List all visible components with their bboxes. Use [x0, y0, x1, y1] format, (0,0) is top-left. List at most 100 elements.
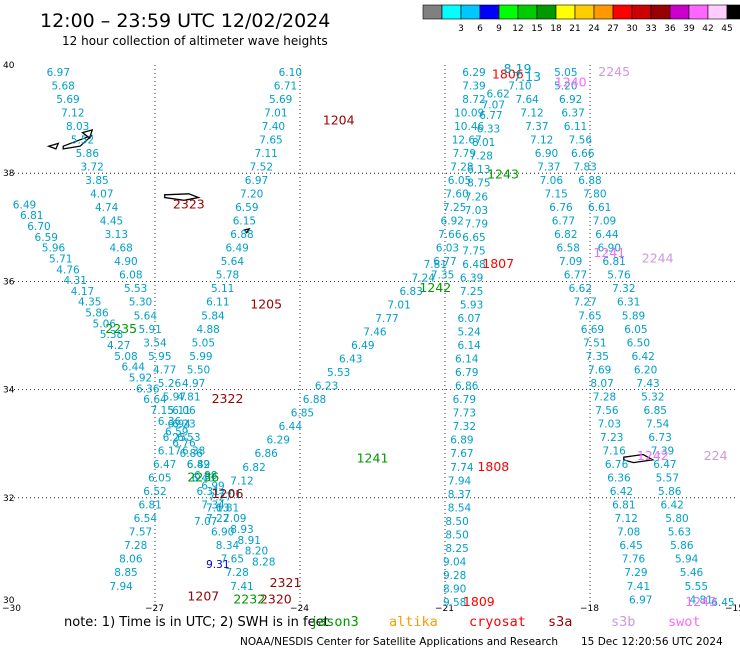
wave-height-label: 6.05: [148, 473, 171, 485]
wave-height-label: 7.12: [530, 134, 553, 146]
legend-swatch: [536, 4, 557, 20]
wave-height-label: 5.69: [56, 94, 79, 106]
satellite-name: jason3: [310, 614, 359, 630]
satellite-name: s3b: [611, 614, 635, 630]
wave-height-label: 9.58: [443, 597, 466, 609]
wave-height-label: 6.47: [653, 459, 676, 471]
x-tick-label: −24: [290, 604, 309, 614]
wave-height-label: 7.25: [460, 286, 483, 298]
wave-height-label: 6.36: [158, 416, 182, 428]
legend-swatch: [669, 4, 690, 20]
wave-height-label: 6.85: [291, 408, 314, 420]
wave-height-label: 5.32: [641, 391, 664, 403]
pass-time-label: 1205: [250, 296, 282, 311]
legend-swatch: [650, 4, 671, 20]
wave-height-label: 7.41: [230, 581, 253, 593]
wave-height-label: 5.91: [138, 324, 161, 336]
wave-height-label: 3.85: [85, 175, 108, 187]
wave-height-label: 4.88: [196, 324, 219, 336]
wave-height-label: 6.14: [457, 340, 481, 352]
wave-height-label: 4.74: [95, 202, 119, 214]
wave-height-label: 6.79: [455, 367, 478, 379]
wave-height-label: 7.65: [259, 134, 282, 146]
wave-height-label: 7.74: [450, 462, 474, 474]
wave-height-label: 6.14: [455, 354, 479, 366]
wave-height-label: 7.77: [375, 313, 398, 325]
wave-height-label: 8.20: [245, 546, 268, 558]
wave-height-label: 5.26: [158, 378, 182, 390]
wave-height-label: 7.35: [431, 270, 454, 282]
legend-tick-label: 42: [702, 24, 713, 34]
wave-height-label: 7.80: [583, 189, 606, 201]
wave-height-label: 8.93: [230, 524, 253, 536]
wave-height-label: 7.94: [109, 581, 133, 593]
wave-height-label: 10.09: [454, 107, 484, 119]
legend-tick-label: 21: [569, 24, 580, 34]
wave-height-label: 5.86: [76, 148, 100, 160]
wave-height-label: 6.82: [554, 229, 577, 241]
wave-height-label: 6.90: [598, 243, 621, 255]
legend-tick-label: 27: [607, 24, 618, 34]
wave-height-label: 6.76: [549, 202, 573, 214]
y-tick-label: 32: [3, 494, 14, 504]
wave-height-label: 6.76: [172, 437, 196, 449]
legend-swatch: [593, 4, 614, 20]
wave-height-label: 7.51: [583, 337, 606, 349]
legend-tick-label: 15: [531, 24, 542, 34]
legend-swatch: [574, 4, 595, 20]
satellite-name: cryosat: [469, 614, 526, 630]
island-outline: [623, 453, 655, 464]
wave-height-label: 4.07: [90, 189, 113, 201]
legend-swatch: [612, 4, 633, 20]
wave-height-label: 7.52: [250, 161, 273, 173]
wave-height-label: 6.49: [187, 459, 210, 471]
wave-height-label: 6.81: [138, 500, 161, 512]
wave-height-label: 9.28: [443, 570, 466, 582]
satellite-legend: jason3 altika cryosat s3a s3b swot: [310, 614, 701, 630]
wave-height-label: 5.24: [457, 327, 481, 339]
wave-height-label: 6.53: [177, 432, 200, 444]
pass-time-label: 2244: [642, 250, 674, 265]
wave-height-label: 5.92: [129, 372, 152, 384]
wave-height-label: 6.77: [564, 270, 587, 282]
wave-height-label: 6.81: [602, 256, 625, 268]
wave-height-label: 6.70: [27, 221, 50, 233]
wave-height-label: 6.23: [172, 418, 195, 430]
y-tick-label: 40: [3, 61, 15, 71]
wave-height-label: 7.79: [453, 148, 476, 160]
wave-height-label: 8.91: [238, 535, 261, 547]
legend-swatch: [517, 4, 538, 20]
wave-height-label: 5.53: [124, 283, 147, 295]
pass-time-label: 2320: [260, 591, 292, 606]
pass-time-label: 1206: [212, 486, 244, 501]
legend-tick-label: 36: [664, 24, 676, 34]
x-tick-label: −27: [145, 604, 164, 614]
wave-height-label: 6.47: [153, 459, 176, 471]
wave-height-label: 7.26: [465, 191, 489, 203]
wave-height-label: 6.66: [571, 148, 595, 160]
pass-time-label: 1809: [463, 594, 495, 609]
pass-time-label: 2245: [598, 64, 630, 79]
wave-height-label: 5.95: [148, 351, 171, 363]
wave-height-label: 6.86: [455, 381, 479, 393]
wave-height-label: 4.90: [114, 256, 137, 268]
wave-height-label: 7.20: [240, 189, 263, 201]
wave-height-label: 7.10: [508, 80, 531, 92]
wave-height-label: 5.89: [622, 310, 645, 322]
wave-height-label: 6.88: [578, 175, 601, 187]
satellite-name: s3a: [548, 614, 572, 630]
wave-height-label: 8.54: [448, 502, 472, 514]
wave-height-label: 4.81: [689, 594, 712, 606]
wave-height-label: 6.13: [467, 164, 490, 176]
wave-height-label: 4.81: [177, 391, 200, 403]
wave-height-label: 5.57: [656, 473, 679, 485]
legend-swatch: [460, 4, 481, 20]
wave-height-label: 10.46: [454, 121, 484, 133]
wave-height-label: 7.28: [225, 567, 248, 579]
wave-height-label: 7.81: [424, 259, 447, 271]
wave-height-label: 7.41: [627, 581, 650, 593]
wave-height-label: 5.20: [554, 80, 577, 92]
wave-height-label: 6.88: [230, 229, 253, 241]
